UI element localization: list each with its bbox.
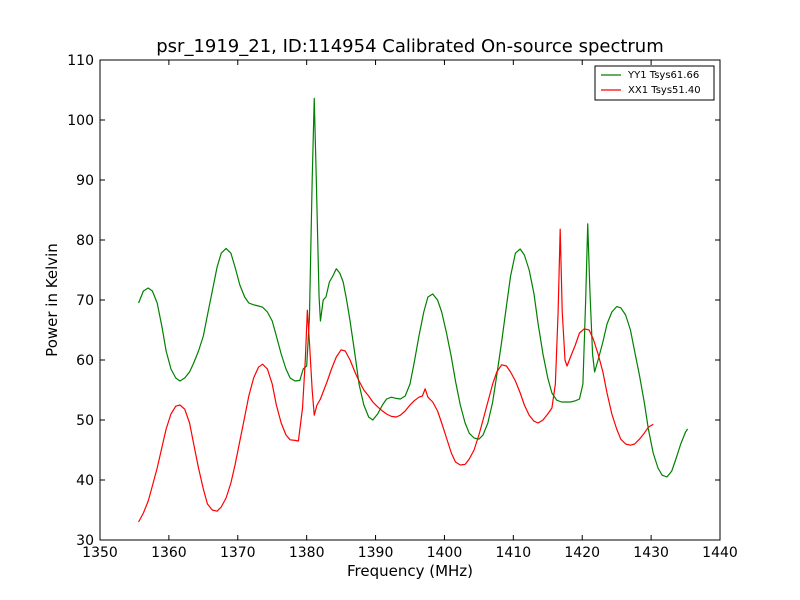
x-axis-label: Frequency (MHz) bbox=[347, 562, 473, 580]
x-tick-label: 1440 bbox=[702, 545, 738, 561]
x-tick-label: 1380 bbox=[289, 545, 325, 561]
series-layer bbox=[138, 97, 689, 523]
x-tick-label: 1400 bbox=[427, 545, 463, 561]
plot-area bbox=[99, 59, 721, 541]
legend-box bbox=[594, 65, 715, 101]
x-tick-label: 1410 bbox=[496, 545, 532, 561]
y-tick-label: 70 bbox=[76, 293, 94, 309]
y-tick-label: 40 bbox=[76, 473, 94, 489]
y-tick-label: 30 bbox=[76, 533, 94, 549]
x-tick-label: 1420 bbox=[564, 545, 600, 561]
y-tick-label: 80 bbox=[76, 233, 94, 249]
y-tick-label: 90 bbox=[76, 173, 94, 189]
legend-entry-yy1: YY1 Tsys61.66 bbox=[627, 70, 699, 81]
series-line-0 bbox=[138, 97, 689, 478]
chart-title: psr_1919_21, ID:114954 Calibrated On-sou… bbox=[156, 36, 664, 57]
x-tick-label: 1350 bbox=[82, 545, 118, 561]
series-line-1 bbox=[138, 228, 654, 523]
x-tick-label: 1360 bbox=[151, 545, 187, 561]
legend-entry-xx1: XX1 Tsys51.40 bbox=[628, 85, 701, 96]
x-tick-label: 1390 bbox=[358, 545, 394, 561]
y-tick-label: 50 bbox=[76, 413, 94, 429]
x-tick-label: 1370 bbox=[220, 545, 256, 561]
x-axis: 1350 1360 1370 1380 1390 1400 1410 1420 1430 1440 bbox=[82, 60, 738, 561]
legend: YY1 Tsys61.66 XX1 Tsys51.40 bbox=[594, 65, 715, 101]
x-tick-label: 1430 bbox=[633, 545, 669, 561]
y-tick-label: 60 bbox=[76, 353, 94, 369]
y-tick-label: 100 bbox=[67, 113, 94, 129]
y-axis: 30 40 50 60 70 80 90 100 110 bbox=[67, 53, 720, 549]
y-tick-label: 110 bbox=[67, 53, 94, 69]
y-axis-label: Power in Kelvin bbox=[43, 243, 61, 357]
